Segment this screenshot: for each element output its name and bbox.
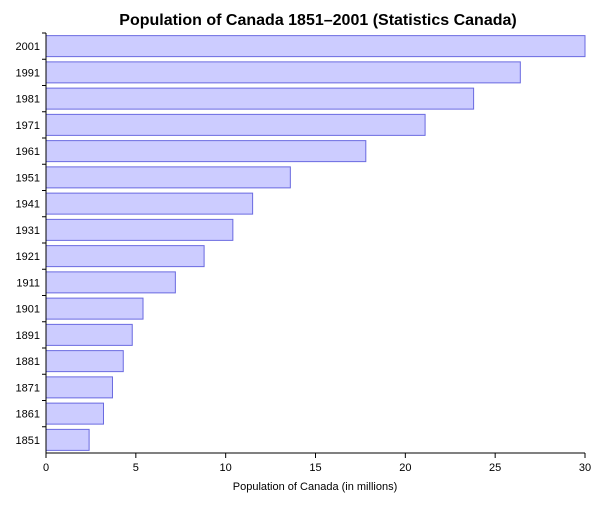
bar-1881 (45, 350, 124, 373)
y-tick-label-1981: 1981 (16, 94, 40, 106)
y-tick-label-1961: 1961 (16, 146, 40, 158)
bar-1911 (45, 271, 176, 294)
bar-1861 (45, 402, 104, 425)
x-tick-label-0: 0 (43, 462, 49, 474)
chart-title: Population of Canada 1851–2001 (Statisti… (119, 12, 516, 29)
y-tick-label-1931: 1931 (16, 225, 40, 237)
y-tick-label-1951: 1951 (16, 172, 40, 184)
y-tick-label-1971: 1971 (16, 120, 40, 132)
y-tick-label-1921: 1921 (16, 251, 40, 263)
bar-1901 (45, 297, 144, 320)
bar-1891 (45, 323, 133, 346)
x-tick-label-10: 10 (220, 462, 232, 474)
x-tick-label-5: 5 (133, 462, 139, 474)
y-tick-label-1851: 1851 (16, 435, 40, 447)
bars-group (45, 35, 586, 451)
x-tick-label-30: 30 (579, 462, 591, 474)
bar-1941 (45, 192, 254, 215)
y-tick-label-1941: 1941 (16, 199, 40, 211)
bar-1961 (45, 140, 367, 163)
y-tick-label-1871: 1871 (16, 382, 40, 394)
bar-1981 (45, 87, 475, 110)
bar-1971 (45, 113, 426, 136)
y-tick-label-1991: 1991 (16, 67, 40, 79)
y-tick-label-2001: 2001 (16, 41, 40, 53)
bar-1991 (45, 61, 521, 84)
y-tick-label-1881: 1881 (16, 356, 40, 368)
bar-1871 (45, 376, 113, 399)
x-tick-label-15: 15 (309, 462, 321, 474)
bar-1931 (45, 218, 234, 241)
y-tick-label-1911: 1911 (16, 277, 40, 289)
bar-1851 (45, 428, 90, 451)
y-ticks-group: 1851 1861 1871 1881 1891 1901 1911 1921 1931 1941… (16, 32, 46, 447)
y-tick-label-1901: 1901 (16, 304, 40, 316)
bar-1951 (45, 166, 291, 189)
x-axis-label: Population of Canada (in millions) (233, 481, 397, 493)
bar-1921 (45, 245, 205, 268)
x-tick-label-25: 25 (489, 462, 501, 474)
x-ticks-group: 0 5 10 15 20 25 30 (43, 453, 591, 474)
y-tick-label-1861: 1861 (16, 409, 40, 421)
y-tick-label-1891: 1891 (16, 330, 40, 342)
x-tick-label-20: 20 (399, 462, 411, 474)
bar-2001 (45, 35, 586, 58)
